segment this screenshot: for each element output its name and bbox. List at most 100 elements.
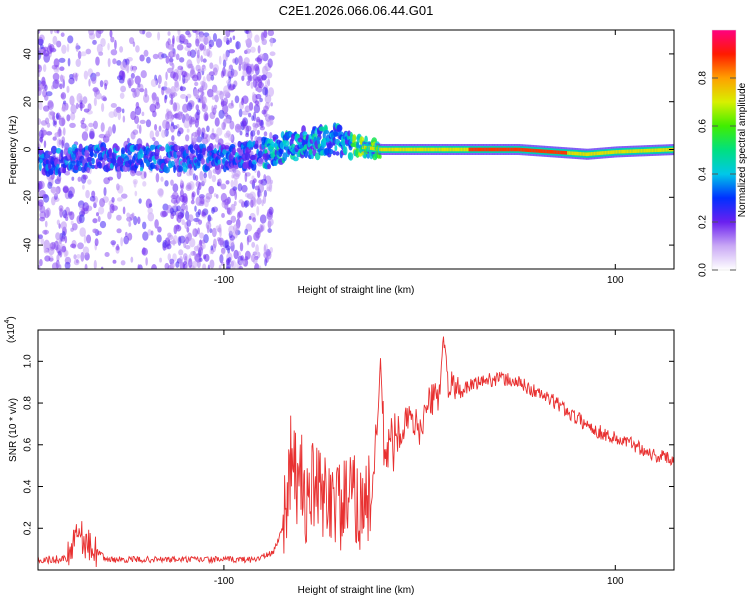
spectrogram-speckle [42,49,50,57]
spectrogram-speckle [202,243,206,249]
spectrogram-speckle [178,235,186,244]
spectrogram-speckle [244,192,250,198]
spectrogram-ridge [426,147,430,152]
spectrogram-speckle [88,78,91,87]
spectrogram-speckle [66,114,71,122]
spectrogram-speckle [101,95,107,101]
snr-ytick-label: 0.8 [23,396,34,410]
spectrogram-speckle [265,79,268,87]
spectrogram-speckle [267,78,271,87]
spectrogram-speckle [267,30,275,37]
spectrogram-ridge [440,147,444,152]
spectrogram-speckle [242,118,247,129]
colorbar-border [711,29,737,271]
spectrogram-speckle [92,218,98,224]
spectrogram-ridge [509,147,513,152]
spectrogram-cell [115,145,120,152]
spectrogram-speckle [104,83,108,90]
spectrogram-speckle [49,45,53,54]
spectrogram-speckle [185,204,188,213]
spectrogram-cell [93,152,97,158]
spectrogram-speckle [269,179,274,185]
spectrogram-speckle [61,245,67,253]
spectrogram-speckle [196,109,201,116]
spectrogram-ridge [482,147,486,152]
spectrogram-speckle [269,118,274,126]
spectrogram-ridge [432,147,436,152]
spectrogram-speckle [192,137,197,143]
spectrogram-speckle [56,113,59,120]
spectrogram-speckle [221,121,226,131]
spectrogram-speckle [231,167,236,175]
spectrogram-ridge [393,147,397,152]
spectrogram-speckle [261,36,265,42]
spectrogram-speckle [211,227,217,238]
spectrogram-speckle [178,249,184,256]
spectrogram-cell [60,149,64,158]
spectrogram-speckle [221,212,225,218]
spectrogram-ridge [543,149,547,154]
spectrogram-speckle [120,85,127,93]
spectrogram-speckle [263,105,269,112]
spectrogram-speckle [214,117,220,127]
spectrogram-ridge [390,147,394,152]
spectrogram-speckle [155,172,160,183]
spectrogram-speckle [178,72,182,82]
spectrogram-cell [39,158,43,164]
spectrogram-speckle [61,44,67,55]
spectrogram-speckle [196,71,202,81]
spectrogram-cell [38,162,42,172]
spectrogram-ridge [576,151,580,156]
spectrogram-speckle [60,93,65,99]
spectrogram-speckle [222,66,226,77]
spectrogram-speckle [186,42,192,48]
spectrogram-speckle [264,114,272,122]
spectrogram-speckle [107,176,114,181]
spectrogram-ridge [537,149,541,153]
spectrogram-ridge [585,152,589,157]
spectrogram-ridge [545,149,549,154]
spectrogram-ridge [487,147,491,152]
spectrogram-ridge [523,148,527,152]
spectrogram-speckle [195,104,200,111]
spectrogram-ridge [573,151,577,156]
spectrogram-speckle [210,245,214,251]
spectrogram-speckle [237,183,243,192]
spectrogram-ridge [520,147,524,152]
spectrogram-panel: -100 100 -40 -20 0 20 40 Height of straight li… [8,29,675,296]
spectrogram-ridge [413,147,417,152]
spectrogram-speckle [169,207,175,214]
spectrogram-speckle [239,242,244,252]
spectrogram-speckle [112,259,117,264]
spectrogram-ridge [499,147,503,152]
spectrogram-speckle [239,260,246,266]
spectrogram-speckle [157,226,162,233]
spectrogram-ridge [584,152,588,156]
spectrogram-speckle [165,55,170,64]
spectrogram-ridge [401,147,405,152]
spectrogram-speckle [70,112,76,121]
spectrogram-ridge [484,147,488,152]
spectrogram-speckle [79,227,86,237]
spectrogram-speckle [169,116,173,123]
spectrogram-speckle [43,241,48,252]
spectrogram-speckle [269,51,276,57]
spectrogram-speckle [260,224,264,232]
spectrogram-ridge [549,149,553,154]
spectrogram-speckle [253,231,260,242]
spectrogram-speckle [164,112,170,121]
spectrogram-speckle [184,113,190,122]
spectrogram-speckle [238,108,243,118]
spectrogram-ridge [510,147,514,152]
spectrogram-speckle [93,97,97,107]
spectrogram-speckle [201,210,205,217]
colorbar-gradient [712,30,736,270]
spectrogram-speckle [110,102,117,108]
spectrogram-cell [190,149,196,154]
spectrogram-speckle [53,120,57,125]
spectrogram-speckle [179,57,185,63]
spectrogram-speckle [95,71,101,77]
spectrogram-speckle [238,64,242,72]
spectrogram-speckle [51,262,59,269]
snr-series-line [38,336,674,568]
